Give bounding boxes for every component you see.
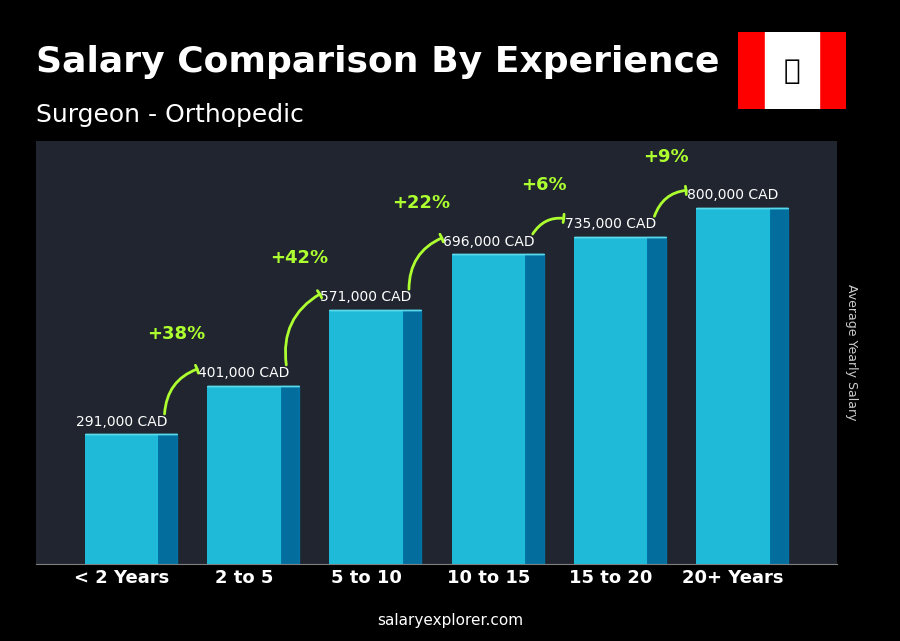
Text: Salary Comparison By Experience: Salary Comparison By Experience [36,45,719,79]
Text: +42%: +42% [270,249,328,267]
Bar [765,32,819,109]
Polygon shape [158,435,176,564]
Bar [207,385,281,564]
Bar [452,254,526,564]
Bar [738,32,765,109]
Text: salaryexplorer.com: salaryexplorer.com [377,613,523,628]
Bar [85,435,158,564]
Bar [329,310,403,564]
Polygon shape [403,310,421,564]
Text: 571,000 CAD: 571,000 CAD [320,290,412,304]
Text: 291,000 CAD: 291,000 CAD [76,415,167,429]
Polygon shape [281,385,299,564]
Polygon shape [647,237,666,564]
Text: 🍁: 🍁 [784,56,800,85]
Polygon shape [770,208,788,564]
Text: +9%: +9% [643,147,689,165]
Text: Surgeon - Orthopedic: Surgeon - Orthopedic [36,103,304,126]
Polygon shape [526,254,544,564]
Text: 401,000 CAD: 401,000 CAD [198,366,290,380]
Text: +22%: +22% [392,194,450,212]
Text: 800,000 CAD: 800,000 CAD [688,188,778,203]
Text: Average Yearly Salary: Average Yearly Salary [845,285,858,420]
Text: +6%: +6% [521,176,566,194]
Text: +38%: +38% [148,325,206,343]
Bar [819,32,846,109]
Text: 735,000 CAD: 735,000 CAD [565,217,656,231]
Bar [574,237,647,564]
Text: 696,000 CAD: 696,000 CAD [443,235,535,249]
Bar [697,208,770,564]
